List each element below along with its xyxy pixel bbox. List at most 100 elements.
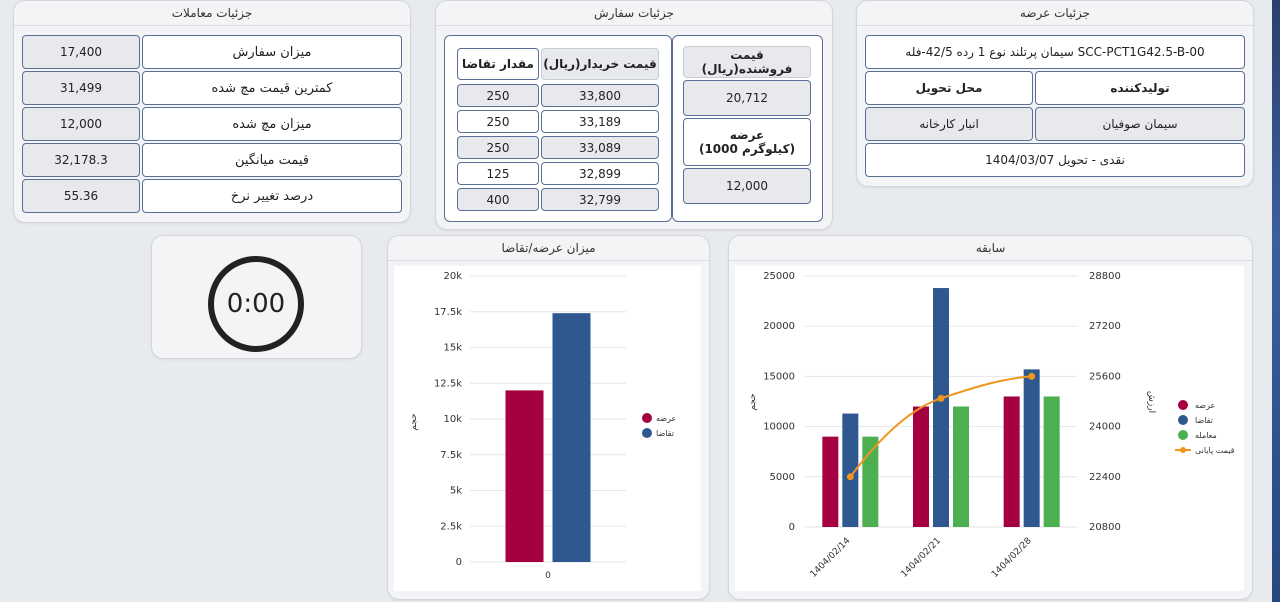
bar-demand xyxy=(842,413,859,527)
history-panel: سابقه 0 5000 10000 15000 20000 25000 20800 2240… xyxy=(728,235,1253,600)
y-tick-label: 10k xyxy=(443,414,462,425)
supply-demand-chart: 0 2.5k 5k 7.5k 10k 12.5k 15k 17.5k 20k حجم 0 عرضه تق… xyxy=(409,271,676,581)
legend-label: تقاضا xyxy=(656,429,674,438)
y-tick-label: 12.5k xyxy=(434,378,462,389)
legend-label: قیمت پایانی xyxy=(1195,446,1235,455)
order-row-1-qty: 250 xyxy=(457,84,539,107)
bar-trade xyxy=(1043,396,1060,527)
trade-row-2-label: کمترین قیمت مچ شده xyxy=(142,71,402,105)
bar-demand xyxy=(933,288,949,527)
product-name: سیمان پرتلند نوع 1 رده 42/5-فله SCC-PCT1… xyxy=(865,35,1245,69)
legend-marker xyxy=(1178,430,1188,440)
timer-panel: 0:00 xyxy=(151,235,362,359)
trade-row-5-label: درصد تغییر نرخ xyxy=(142,179,402,213)
supply-value: 12,000 xyxy=(683,168,811,204)
producer-label: تولیدکننده xyxy=(1035,71,1245,105)
final-price-point xyxy=(1028,372,1036,380)
supply-demand-panel: میزان عرضه/تقاضا 0 2.5k 5k 7.5k 10k 12.5k 15k 1… xyxy=(387,235,710,600)
bar-supply xyxy=(505,390,544,562)
trade-row-1-label: میزان سفارش xyxy=(142,35,402,69)
history-title: سابقه xyxy=(729,236,1252,261)
bar-trade xyxy=(953,406,969,527)
x-tick-label: 1404/02/21 xyxy=(899,536,943,580)
order-details-title: جزئیات سفارش xyxy=(436,1,832,26)
y-tick-label: 5k xyxy=(450,486,462,497)
trade-row-5-value: 55.36 xyxy=(22,179,140,213)
y-right-axis-label: ارزش xyxy=(1146,391,1156,413)
offer-details-title: جزئیات عرضه xyxy=(857,1,1253,26)
legend-label: عرضه xyxy=(656,414,676,423)
seller-price-label: قیمت فروشنده(ریال) xyxy=(683,46,811,78)
bar-trade xyxy=(862,436,879,527)
final-price-point xyxy=(846,473,854,481)
y-right-tick-label: 27200 xyxy=(1089,321,1121,332)
y-tick-label: 15k xyxy=(443,343,462,354)
order-details-panel: جزئیات سفارش قیمت فروشنده(ریال) 20,712 ع… xyxy=(435,0,833,230)
legend-label: تقاضا xyxy=(1195,416,1213,425)
y-right-tick-label: 25600 xyxy=(1089,371,1121,382)
order-row-1-price: 33,800 xyxy=(541,84,659,107)
y-tick-label: 5000 xyxy=(770,472,795,483)
seller-price-value: 20,712 xyxy=(683,80,811,116)
order-row-3-qty: 250 xyxy=(457,136,539,159)
x-tick-label: 1404/02/14 xyxy=(809,536,853,580)
y-tick-label: 7.5k xyxy=(440,450,462,461)
trades-details-title: جزئیات معاملات xyxy=(14,1,410,26)
legend-marker xyxy=(1178,415,1188,425)
order-row-3-price: 33,089 xyxy=(541,136,659,159)
y-tick-label: 0 xyxy=(456,557,462,568)
y-tick-label: 17.5k xyxy=(434,307,462,318)
order-row-5-price: 32,799 xyxy=(541,188,659,211)
legend-marker xyxy=(642,413,652,423)
order-row-2-price: 33,189 xyxy=(541,110,659,133)
legend-marker xyxy=(1178,400,1188,410)
y-axis-label: حجم xyxy=(409,413,419,430)
y-right-tick-label: 20800 xyxy=(1089,522,1121,533)
y-right-tick-label: 22400 xyxy=(1089,472,1121,483)
order-row-4-qty: 125 xyxy=(457,162,539,185)
legend-label: عرضه xyxy=(1195,401,1215,410)
bar-supply xyxy=(1003,396,1020,527)
seller-box: قیمت فروشنده(ریال) 20,712 عرضه (1000 کیل… xyxy=(672,35,823,222)
legend-label: معامله xyxy=(1195,431,1217,440)
bar-demand xyxy=(1023,369,1040,527)
order-row-4-price: 32,899 xyxy=(541,162,659,185)
bar-demand xyxy=(552,313,591,562)
countdown-timer: 0:00 xyxy=(208,256,304,352)
supply-demand-chart-area: 0 2.5k 5k 7.5k 10k 12.5k 15k 17.5k 20k حجم 0 عرضه تق… xyxy=(394,266,701,591)
history-chart-area: 0 5000 10000 15000 20000 25000 20800 22400 24000… xyxy=(735,266,1244,591)
supply-label: عرضه (1000 کیلوگرم) xyxy=(683,118,811,166)
y-axis-label: حجم xyxy=(748,393,758,410)
legend-marker xyxy=(642,428,652,438)
buy-price-header: قیمت خریدار(ریال) xyxy=(541,48,659,80)
final-price-point xyxy=(937,394,945,402)
x-tick-label: 1404/02/28 xyxy=(990,536,1034,580)
x-tick-label: 0 xyxy=(545,571,551,581)
delivery-place-label: محل تحویل xyxy=(865,71,1033,105)
bar-supply xyxy=(913,406,929,527)
y-tick-label: 20k xyxy=(443,271,462,282)
y-tick-label: 20000 xyxy=(763,321,795,332)
trade-row-3-value: 12,000 xyxy=(22,107,140,141)
trade-row-2-value: 31,499 xyxy=(22,71,140,105)
y-tick-label: 25000 xyxy=(763,271,795,282)
y-tick-label: 0 xyxy=(789,522,795,533)
trade-row-3-label: میزان مچ شده xyxy=(142,107,402,141)
window-edge xyxy=(1272,0,1280,602)
offer-details-panel: جزئیات عرضه سیمان پرتلند نوع 1 رده 42/5-… xyxy=(856,0,1254,187)
delivery-place-value: انبار کارخانه xyxy=(865,107,1033,141)
legend-marker xyxy=(1180,447,1186,453)
trade-row-4-label: قیمت میانگین xyxy=(142,143,402,177)
y-tick-label: 2.5k xyxy=(440,521,462,532)
producer-value: سیمان صوفیان xyxy=(1035,107,1245,141)
y-right-tick-label: 24000 xyxy=(1089,422,1121,433)
y-tick-label: 10000 xyxy=(763,422,795,433)
y-tick-label: 15000 xyxy=(763,371,795,382)
history-chart: 0 5000 10000 15000 20000 25000 20800 22400 24000… xyxy=(748,271,1235,580)
demand-qty-header: مقدار تقاضا xyxy=(457,48,539,80)
y-right-tick-label: 28800 xyxy=(1089,271,1121,282)
trade-row-1-value: 17,400 xyxy=(22,35,140,69)
trade-row-4-value: 32,178.3 xyxy=(22,143,140,177)
order-row-5-qty: 400 xyxy=(457,188,539,211)
supply-demand-title: میزان عرضه/تقاضا xyxy=(388,236,709,261)
